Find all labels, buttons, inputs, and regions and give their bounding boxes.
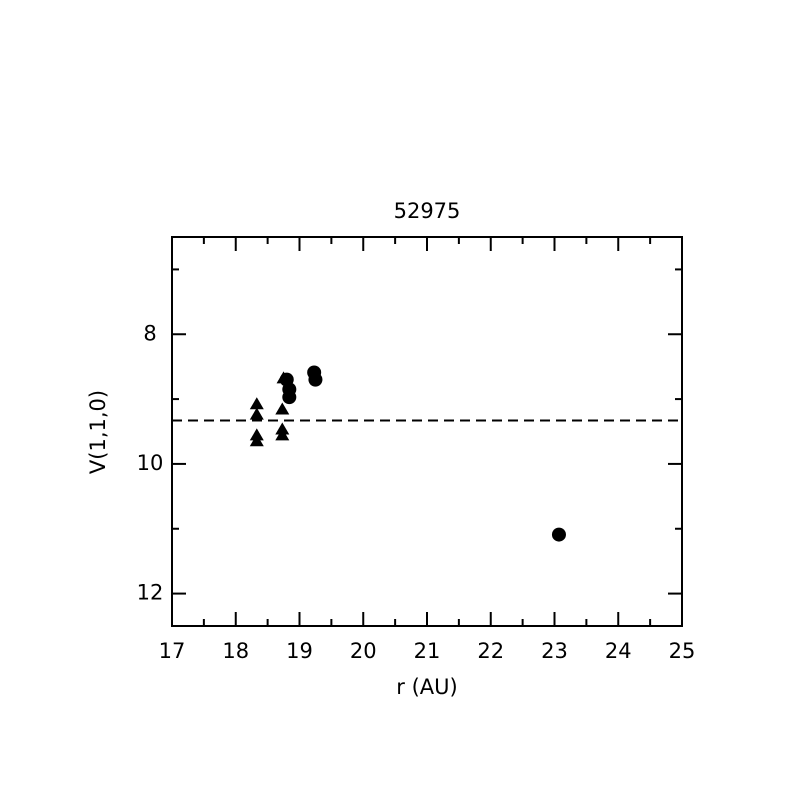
triangle-point (275, 402, 290, 415)
x-axis-label: r (AU) (396, 675, 457, 699)
x-tick-label: 23 (541, 639, 568, 663)
x-tick-label: 20 (350, 639, 377, 663)
y-tick-label: 8 (143, 321, 156, 345)
x-tick-label: 21 (414, 639, 441, 663)
y-axis-label: V(1,1,0) (86, 390, 110, 474)
plot-frame (171, 236, 683, 627)
y-tick-label: 10 (137, 451, 164, 475)
triangle-point (249, 397, 264, 410)
x-tick-label: 25 (669, 639, 696, 663)
triangle-point (249, 434, 264, 447)
circle-point (551, 527, 566, 542)
x-tick-label: 22 (477, 639, 504, 663)
x-tick-label: 18 (222, 639, 249, 663)
triangle-point (275, 428, 290, 441)
x-tick-label: 17 (159, 639, 186, 663)
x-tick-label: 19 (286, 639, 313, 663)
circle-point (282, 390, 297, 405)
y-tick-label: 12 (137, 581, 164, 605)
triangle-point (249, 407, 264, 420)
chart-title: 52975 (394, 199, 461, 223)
x-tick-label: 24 (605, 639, 632, 663)
circle-point (308, 372, 323, 387)
